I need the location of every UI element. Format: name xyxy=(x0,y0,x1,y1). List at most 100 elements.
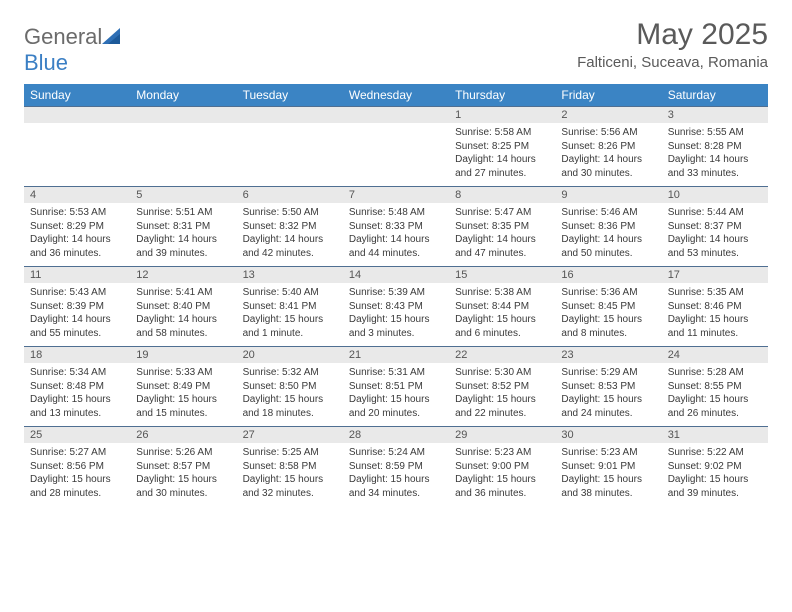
brand-logo: GeneralBlue xyxy=(24,24,124,76)
sunset-text: Sunset: 8:33 PM xyxy=(349,220,443,234)
daylight-text: Daylight: 15 hours and 32 minutes. xyxy=(243,473,337,500)
dow-saturday: Saturday xyxy=(662,84,768,107)
sunrise-text: Sunrise: 5:46 AM xyxy=(561,206,655,220)
day-number-cell: 17 xyxy=(662,267,768,284)
daylight-text: Daylight: 14 hours and 58 minutes. xyxy=(136,313,230,340)
sunset-text: Sunset: 8:57 PM xyxy=(136,460,230,474)
sunset-text: Sunset: 8:45 PM xyxy=(561,300,655,314)
day-info-cell: Sunrise: 5:53 AMSunset: 8:29 PMDaylight:… xyxy=(24,203,130,267)
sunset-text: Sunset: 8:26 PM xyxy=(561,140,655,154)
daylight-text: Daylight: 15 hours and 20 minutes. xyxy=(349,393,443,420)
location-label: Falticeni, Suceava, Romania xyxy=(577,54,768,71)
day-info-cell: Sunrise: 5:22 AMSunset: 9:02 PMDaylight:… xyxy=(662,443,768,506)
sunrise-text: Sunrise: 5:47 AM xyxy=(455,206,549,220)
daylight-text: Daylight: 15 hours and 24 minutes. xyxy=(561,393,655,420)
sunrise-text: Sunrise: 5:38 AM xyxy=(455,286,549,300)
day-info-cell: Sunrise: 5:41 AMSunset: 8:40 PMDaylight:… xyxy=(130,283,236,347)
dow-tuesday: Tuesday xyxy=(237,84,343,107)
daylight-text: Daylight: 14 hours and 36 minutes. xyxy=(30,233,124,260)
sunrise-text: Sunrise: 5:25 AM xyxy=(243,446,337,460)
day-info-cell: Sunrise: 5:58 AMSunset: 8:25 PMDaylight:… xyxy=(449,123,555,187)
dow-thursday: Thursday xyxy=(449,84,555,107)
daylight-text: Daylight: 15 hours and 3 minutes. xyxy=(349,313,443,340)
day-info-cell: Sunrise: 5:27 AMSunset: 8:56 PMDaylight:… xyxy=(24,443,130,506)
day-info-cell: Sunrise: 5:36 AMSunset: 8:45 PMDaylight:… xyxy=(555,283,661,347)
sunrise-text: Sunrise: 5:26 AM xyxy=(136,446,230,460)
day-info-cell: Sunrise: 5:25 AMSunset: 8:58 PMDaylight:… xyxy=(237,443,343,506)
day-number-cell: 6 xyxy=(237,187,343,204)
daylight-text: Daylight: 14 hours and 44 minutes. xyxy=(349,233,443,260)
day-info-cell: Sunrise: 5:28 AMSunset: 8:55 PMDaylight:… xyxy=(662,363,768,427)
daylight-text: Daylight: 14 hours and 47 minutes. xyxy=(455,233,549,260)
day-number-row: 45678910 xyxy=(24,187,768,204)
day-info-cell: Sunrise: 5:47 AMSunset: 8:35 PMDaylight:… xyxy=(449,203,555,267)
sunset-text: Sunset: 8:41 PM xyxy=(243,300,337,314)
sunset-text: Sunset: 8:52 PM xyxy=(455,380,549,394)
sunrise-text: Sunrise: 5:44 AM xyxy=(668,206,762,220)
day-info-cell: Sunrise: 5:46 AMSunset: 8:36 PMDaylight:… xyxy=(555,203,661,267)
daylight-text: Daylight: 15 hours and 34 minutes. xyxy=(349,473,443,500)
sail-icon xyxy=(102,24,124,50)
sunset-text: Sunset: 8:59 PM xyxy=(349,460,443,474)
daylight-text: Daylight: 15 hours and 36 minutes. xyxy=(455,473,549,500)
daylight-text: Daylight: 14 hours and 33 minutes. xyxy=(668,153,762,180)
dow-monday: Monday xyxy=(130,84,236,107)
day-info-cell: Sunrise: 5:38 AMSunset: 8:44 PMDaylight:… xyxy=(449,283,555,347)
sunset-text: Sunset: 8:48 PM xyxy=(30,380,124,394)
daylight-text: Daylight: 14 hours and 27 minutes. xyxy=(455,153,549,180)
day-number-cell: 26 xyxy=(130,427,236,444)
day-info-cell: Sunrise: 5:48 AMSunset: 8:33 PMDaylight:… xyxy=(343,203,449,267)
day-number-cell: 14 xyxy=(343,267,449,284)
header-right: May 2025 Falticeni, Suceava, Romania xyxy=(577,18,768,71)
day-info-cell: Sunrise: 5:34 AMSunset: 8:48 PMDaylight:… xyxy=(24,363,130,427)
sunrise-text: Sunrise: 5:53 AM xyxy=(30,206,124,220)
sunset-text: Sunset: 8:32 PM xyxy=(243,220,337,234)
day-info-cell: Sunrise: 5:32 AMSunset: 8:50 PMDaylight:… xyxy=(237,363,343,427)
daylight-text: Daylight: 15 hours and 22 minutes. xyxy=(455,393,549,420)
sunset-text: Sunset: 8:49 PM xyxy=(136,380,230,394)
day-info-cell: Sunrise: 5:51 AMSunset: 8:31 PMDaylight:… xyxy=(130,203,236,267)
day-number-cell: 22 xyxy=(449,347,555,364)
sunrise-text: Sunrise: 5:58 AM xyxy=(455,126,549,140)
day-number-cell: 3 xyxy=(662,107,768,124)
day-number-cell xyxy=(237,107,343,124)
day-number-cell: 24 xyxy=(662,347,768,364)
sunrise-text: Sunrise: 5:23 AM xyxy=(455,446,549,460)
sunrise-text: Sunrise: 5:30 AM xyxy=(455,366,549,380)
day-number-cell: 4 xyxy=(24,187,130,204)
dow-wednesday: Wednesday xyxy=(343,84,449,107)
sunset-text: Sunset: 8:29 PM xyxy=(30,220,124,234)
day-info-cell: Sunrise: 5:23 AMSunset: 9:00 PMDaylight:… xyxy=(449,443,555,506)
day-info-row: Sunrise: 5:34 AMSunset: 8:48 PMDaylight:… xyxy=(24,363,768,427)
page-header: GeneralBlue May 2025 Falticeni, Suceava,… xyxy=(24,18,768,76)
day-of-week-row: Sunday Monday Tuesday Wednesday Thursday… xyxy=(24,84,768,107)
sunset-text: Sunset: 8:35 PM xyxy=(455,220,549,234)
sunset-text: Sunset: 8:31 PM xyxy=(136,220,230,234)
day-info-cell: Sunrise: 5:31 AMSunset: 8:51 PMDaylight:… xyxy=(343,363,449,427)
day-number-row: 123 xyxy=(24,107,768,124)
sunset-text: Sunset: 9:00 PM xyxy=(455,460,549,474)
sunrise-text: Sunrise: 5:48 AM xyxy=(349,206,443,220)
day-number-cell: 7 xyxy=(343,187,449,204)
day-info-cell xyxy=(130,123,236,187)
daylight-text: Daylight: 14 hours and 30 minutes. xyxy=(561,153,655,180)
day-number-cell xyxy=(130,107,236,124)
daylight-text: Daylight: 15 hours and 13 minutes. xyxy=(30,393,124,420)
day-info-cell: Sunrise: 5:33 AMSunset: 8:49 PMDaylight:… xyxy=(130,363,236,427)
sunset-text: Sunset: 8:50 PM xyxy=(243,380,337,394)
day-number-cell: 23 xyxy=(555,347,661,364)
sunset-text: Sunset: 8:46 PM xyxy=(668,300,762,314)
day-number-row: 11121314151617 xyxy=(24,267,768,284)
day-number-cell: 28 xyxy=(343,427,449,444)
day-number-cell: 19 xyxy=(130,347,236,364)
sunset-text: Sunset: 8:36 PM xyxy=(561,220,655,234)
sunrise-text: Sunrise: 5:34 AM xyxy=(30,366,124,380)
sunrise-text: Sunrise: 5:23 AM xyxy=(561,446,655,460)
day-info-cell xyxy=(24,123,130,187)
daylight-text: Daylight: 15 hours and 38 minutes. xyxy=(561,473,655,500)
day-info-cell xyxy=(237,123,343,187)
month-title: May 2025 xyxy=(577,18,768,52)
sunrise-text: Sunrise: 5:22 AM xyxy=(668,446,762,460)
day-info-cell: Sunrise: 5:24 AMSunset: 8:59 PMDaylight:… xyxy=(343,443,449,506)
calendar-page: GeneralBlue May 2025 Falticeni, Suceava,… xyxy=(0,0,792,516)
